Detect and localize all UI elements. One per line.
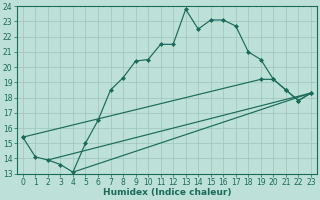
- X-axis label: Humidex (Indice chaleur): Humidex (Indice chaleur): [103, 188, 231, 197]
